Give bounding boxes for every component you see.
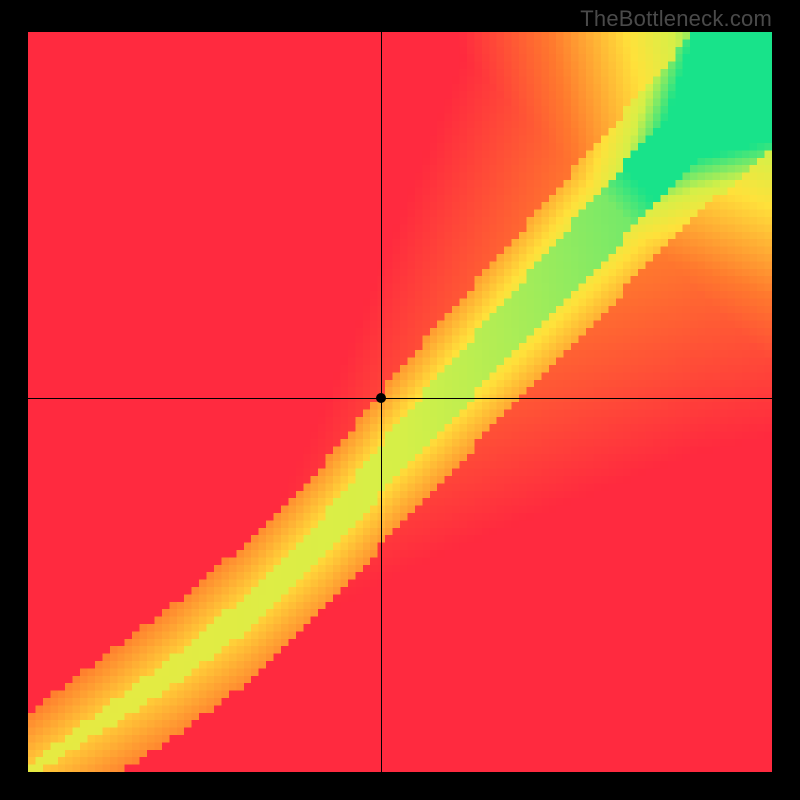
- plot-area: [28, 32, 772, 772]
- watermark-text: TheBottleneck.com: [580, 6, 772, 32]
- crosshair-horizontal: [28, 398, 772, 399]
- heatmap-canvas: [28, 32, 772, 772]
- chart-frame: TheBottleneck.com: [0, 0, 800, 800]
- crosshair-marker: [376, 393, 386, 403]
